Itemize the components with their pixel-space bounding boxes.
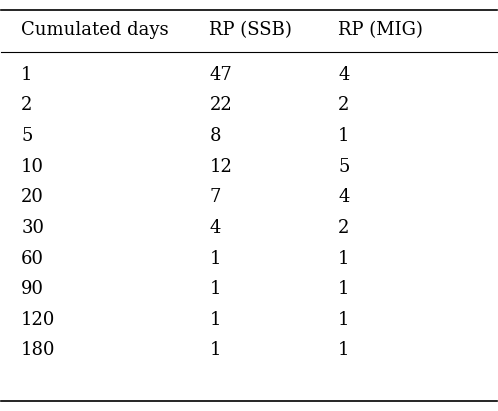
Text: 1: 1 (338, 249, 350, 268)
Text: RP (SSB): RP (SSB) (209, 21, 292, 39)
Text: 4: 4 (338, 66, 350, 84)
Text: 20: 20 (21, 188, 44, 206)
Text: 1: 1 (209, 342, 221, 359)
Text: 1: 1 (338, 280, 350, 298)
Text: 7: 7 (209, 188, 221, 206)
Text: 1: 1 (338, 127, 350, 145)
Text: 22: 22 (209, 97, 232, 115)
Text: 47: 47 (209, 66, 232, 84)
Text: 8: 8 (209, 127, 221, 145)
Text: 2: 2 (21, 97, 32, 115)
Text: 1: 1 (338, 342, 350, 359)
Text: 180: 180 (21, 342, 56, 359)
Text: 30: 30 (21, 219, 44, 237)
Text: 90: 90 (21, 280, 44, 298)
Text: 1: 1 (338, 311, 350, 329)
Text: 1: 1 (209, 280, 221, 298)
Text: Cumulated days: Cumulated days (21, 21, 169, 39)
Text: 1: 1 (21, 66, 33, 84)
Text: 10: 10 (21, 158, 44, 176)
Text: 1: 1 (209, 311, 221, 329)
Text: 1: 1 (209, 249, 221, 268)
Text: 5: 5 (338, 158, 350, 176)
Text: 4: 4 (209, 219, 221, 237)
Text: 2: 2 (338, 97, 350, 115)
Text: 2: 2 (338, 219, 350, 237)
Text: 120: 120 (21, 311, 56, 329)
Text: 12: 12 (209, 158, 232, 176)
Text: RP (MIG): RP (MIG) (338, 21, 423, 39)
Text: 5: 5 (21, 127, 32, 145)
Text: 60: 60 (21, 249, 44, 268)
Text: 4: 4 (338, 188, 350, 206)
